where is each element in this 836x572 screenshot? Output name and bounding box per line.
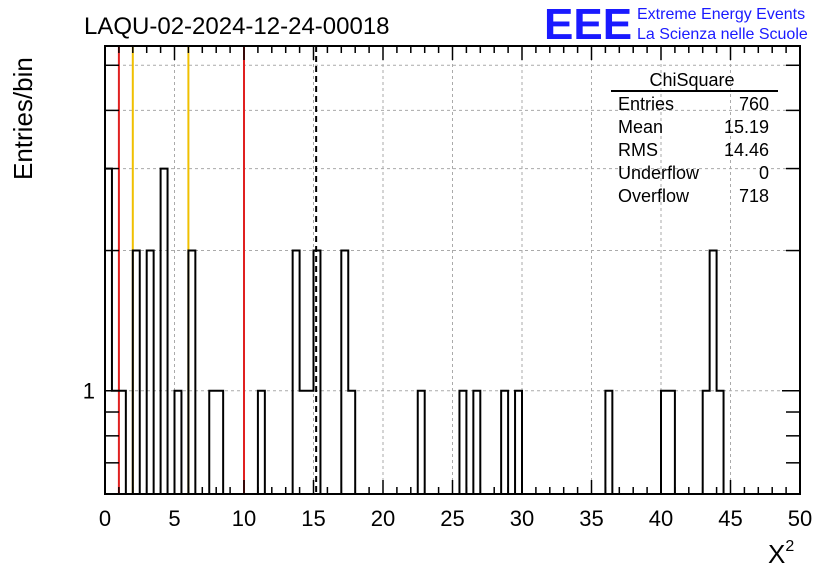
x-tick-label: 35	[579, 506, 603, 531]
histogram-bin	[341, 251, 348, 494]
logo-mark: EEE	[544, 0, 632, 49]
histogram-bin	[216, 391, 223, 494]
stats-value: 14.46	[724, 140, 769, 160]
chart-title: LAQU-02-2024-12-24-00018	[84, 13, 390, 40]
stats-value: 718	[739, 186, 769, 206]
histogram-bin	[703, 391, 710, 494]
histogram-bin	[418, 391, 425, 494]
histogram-bin	[133, 251, 140, 494]
stats-value: 15.19	[724, 117, 769, 137]
histogram-bin	[307, 391, 314, 494]
x-axis-label-base: X	[768, 539, 785, 569]
histogram-bin	[459, 391, 466, 494]
x-tick-labels: 0 5 10 15 20 25 30 35 40 45 50	[99, 506, 812, 531]
stats-value: 760	[739, 94, 769, 114]
x-tick-label: 20	[371, 506, 395, 531]
histogram-bin	[661, 391, 668, 494]
x-tick-label: 10	[232, 506, 256, 531]
stats-label: Entries	[618, 94, 674, 114]
histogram-outline	[104, 167, 800, 495]
x-tick-label: 50	[788, 506, 812, 531]
x-tick-label: 40	[649, 506, 673, 531]
histogram-bin	[175, 391, 182, 494]
stats-label: Mean	[618, 117, 663, 137]
stats-title: ChiSquare	[649, 70, 734, 90]
histogram	[104, 167, 800, 495]
x-tick-label: 5	[168, 506, 180, 531]
histogram-bin	[209, 391, 216, 494]
x-tick-label: 0	[99, 506, 111, 531]
logo-line-1: Extreme Energy Events	[637, 6, 805, 23]
stats-label: Overflow	[618, 186, 690, 206]
y-tick-labels: 1	[83, 379, 95, 404]
stats-value: 0	[759, 163, 769, 183]
reference-lines	[117, 46, 318, 494]
stats-box: ChiSquare Entries 760 Mean 15.19 RMS 14.46 Und…	[611, 70, 778, 206]
stats-rows: Entries 760 Mean 15.19 RMS 14.46 Underflow 0 Ove…	[618, 94, 769, 206]
histogram-bin	[501, 391, 508, 494]
logo-line-2: La Scienza nelle Scuole	[637, 26, 808, 43]
histogram-bin	[188, 251, 195, 494]
x-axis-label: X2	[768, 538, 794, 569]
histogram-bin	[147, 251, 154, 494]
histogram-bin	[668, 391, 675, 494]
stats-label: RMS	[618, 140, 658, 160]
x-axis-label-superscript: 2	[785, 538, 794, 555]
histogram-bin	[473, 391, 480, 494]
histogram-bin	[258, 391, 265, 494]
histogram-bin	[348, 391, 355, 494]
x-tick-label: 30	[510, 506, 534, 531]
x-tick-label: 15	[301, 506, 325, 531]
eee-logo: EEE Extreme Energy Events La Scienza nel…	[544, 0, 808, 49]
y-tick-label: 1	[83, 379, 95, 404]
histogram-bin	[515, 391, 522, 494]
histogram-bin	[112, 391, 119, 494]
x-tick-label: 25	[440, 506, 464, 531]
stats-label: Underflow	[618, 163, 700, 183]
histogram-bin	[605, 391, 612, 494]
histogram-bin	[717, 391, 724, 494]
y-axis-label: Entries/bin	[8, 57, 38, 180]
histogram-bin	[300, 391, 307, 494]
x-tick-label: 45	[718, 506, 742, 531]
histogram-bin	[119, 391, 126, 494]
histogram-bin	[710, 251, 717, 494]
histogram-bin	[105, 169, 112, 494]
histogram-bin	[293, 251, 300, 494]
axis-ticks	[104, 46, 801, 495]
histogram-bin	[161, 169, 168, 494]
